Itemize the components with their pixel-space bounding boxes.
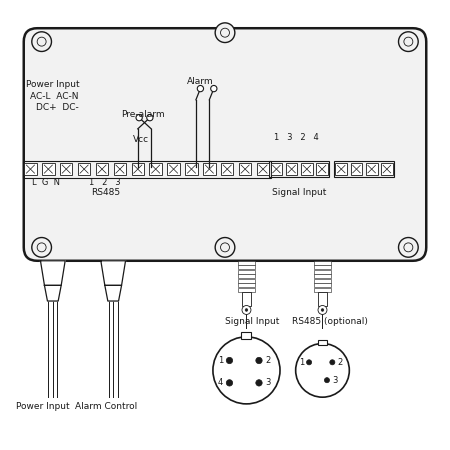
Circle shape <box>296 343 349 397</box>
Circle shape <box>32 238 51 257</box>
Text: RS485 (optional): RS485 (optional) <box>292 317 368 326</box>
Circle shape <box>330 360 335 365</box>
Bar <box>96 163 108 176</box>
Bar <box>60 163 72 176</box>
Bar <box>238 270 255 274</box>
Bar <box>42 163 54 176</box>
Text: AC-L  AC-N: AC-L AC-N <box>31 92 79 101</box>
Bar <box>314 283 331 287</box>
Bar <box>131 163 144 176</box>
Text: 2: 2 <box>266 356 270 365</box>
Text: DC+  DC-: DC+ DC- <box>36 104 79 112</box>
Bar <box>351 163 362 175</box>
Circle shape <box>197 86 203 92</box>
Polygon shape <box>45 285 61 301</box>
Bar <box>238 288 255 292</box>
Bar <box>78 163 90 176</box>
Text: L  G  N: L G N <box>32 178 60 187</box>
Polygon shape <box>40 261 65 285</box>
Circle shape <box>245 309 248 311</box>
Bar <box>381 163 393 175</box>
Bar <box>221 163 234 176</box>
Bar <box>334 161 394 177</box>
Circle shape <box>220 243 230 252</box>
FancyBboxPatch shape <box>24 28 426 261</box>
Text: 1: 1 <box>299 358 304 367</box>
Bar <box>269 161 329 177</box>
Bar <box>270 163 282 175</box>
Bar <box>314 274 331 278</box>
Bar <box>318 292 327 306</box>
Bar <box>242 332 252 339</box>
Circle shape <box>213 337 280 404</box>
Circle shape <box>404 243 413 252</box>
Text: 3: 3 <box>266 378 271 387</box>
Bar <box>149 163 162 176</box>
Bar <box>257 163 269 176</box>
Text: 2: 2 <box>338 358 343 367</box>
Circle shape <box>220 28 230 37</box>
Text: 1   2   3: 1 2 3 <box>89 178 121 187</box>
Bar <box>23 161 270 178</box>
Text: Power Input: Power Input <box>26 80 80 89</box>
Bar <box>238 265 255 269</box>
Bar <box>238 274 255 278</box>
Text: RS485: RS485 <box>91 188 120 197</box>
Circle shape <box>226 357 233 364</box>
Bar <box>314 265 331 269</box>
Circle shape <box>215 23 235 43</box>
Bar <box>314 270 331 274</box>
Text: Alarm Control: Alarm Control <box>75 401 138 410</box>
Circle shape <box>136 115 142 121</box>
Circle shape <box>404 37 413 46</box>
Polygon shape <box>101 261 126 285</box>
Bar <box>239 163 252 176</box>
Circle shape <box>256 357 262 364</box>
Circle shape <box>211 86 217 92</box>
Circle shape <box>37 243 46 252</box>
Bar <box>366 163 378 175</box>
Bar <box>242 292 251 306</box>
Text: 1   3   2   4: 1 3 2 4 <box>274 133 319 142</box>
Circle shape <box>324 378 329 383</box>
Bar <box>114 163 126 176</box>
Bar <box>185 163 198 176</box>
Text: 1: 1 <box>218 356 223 365</box>
Polygon shape <box>105 285 122 301</box>
Text: Pre-alarm: Pre-alarm <box>121 110 165 119</box>
Circle shape <box>226 380 233 386</box>
Text: Alarm: Alarm <box>187 77 214 86</box>
Bar <box>167 163 180 176</box>
Bar <box>319 340 327 345</box>
Bar <box>314 279 331 283</box>
Circle shape <box>318 306 327 315</box>
Circle shape <box>321 309 324 311</box>
Circle shape <box>306 360 312 365</box>
Bar <box>24 163 37 176</box>
Text: Vcc: Vcc <box>133 135 149 144</box>
Text: Signal Input: Signal Input <box>225 317 279 326</box>
Circle shape <box>215 238 235 257</box>
Bar <box>301 163 313 175</box>
Bar <box>314 288 331 292</box>
Bar <box>314 261 331 265</box>
Circle shape <box>242 306 251 315</box>
Text: 4: 4 <box>218 378 223 387</box>
Circle shape <box>256 380 262 386</box>
Bar <box>238 261 255 265</box>
Bar <box>238 283 255 287</box>
Circle shape <box>399 32 418 51</box>
Text: Power Input: Power Input <box>16 401 70 410</box>
Circle shape <box>32 32 51 51</box>
Bar <box>335 163 347 175</box>
Text: 3: 3 <box>332 376 338 385</box>
Text: Signal Input: Signal Input <box>272 188 326 197</box>
Circle shape <box>37 37 46 46</box>
Bar <box>316 163 328 175</box>
Circle shape <box>147 115 153 121</box>
Bar <box>203 163 216 176</box>
Circle shape <box>399 238 418 257</box>
Bar <box>238 279 255 283</box>
Bar <box>286 163 297 175</box>
